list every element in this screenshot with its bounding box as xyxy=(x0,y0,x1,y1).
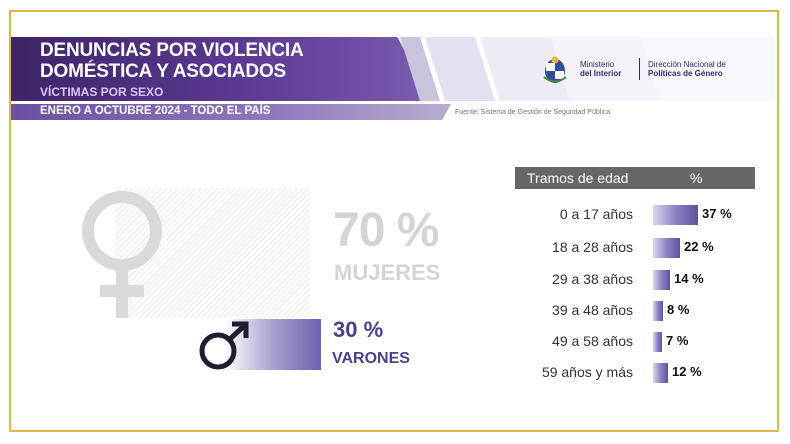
age-bar-value: 7 % xyxy=(666,333,689,348)
age-row-label: 59 años y más xyxy=(541,364,633,380)
direccion-line-2: Políticas de Género xyxy=(648,69,723,78)
age-row: 39 a 48 años 8 % xyxy=(515,299,755,323)
men-label: VARONES xyxy=(332,350,410,367)
age-column-header: Tramos de edad xyxy=(527,170,629,186)
page-title: DENUNCIAS POR VIOLENCIA DOMÉSTICA Y ASOC… xyxy=(40,40,304,82)
ministerio-logo-text: Ministerio del Interior xyxy=(580,60,621,78)
age-bar xyxy=(653,363,668,383)
age-row-label: 49 a 58 años xyxy=(552,333,633,349)
outer-frame xyxy=(9,10,779,432)
coat-of-arms-icon xyxy=(543,56,567,83)
period-label: ENERO A OCTUBRE 2024 - TODO EL PAÍS xyxy=(40,105,271,117)
title-line-1: DENUNCIAS POR VIOLENCIA xyxy=(40,40,304,61)
age-bar-value: 12 % xyxy=(672,364,702,379)
age-row-label: 29 a 38 años xyxy=(552,271,633,287)
age-bar-value: 14 % xyxy=(674,271,704,286)
ministerio-line-2: del Interior xyxy=(580,69,622,78)
age-bar-value: 37 % xyxy=(702,206,732,221)
age-row: 29 a 38 años 14 % xyxy=(515,268,755,292)
period-stripe xyxy=(11,104,451,120)
age-row: 0 a 17 años 37 % xyxy=(515,203,755,227)
age-bar xyxy=(653,270,670,290)
direccion-logo-text: Dirección Nacional de Políticas de Géner… xyxy=(648,60,726,78)
age-row-label: 0 a 17 años xyxy=(559,206,633,222)
direccion-line-1: Dirección Nacional de xyxy=(648,60,726,69)
age-row-label: 18 a 28 años xyxy=(552,239,633,255)
age-row-label: 39 a 48 años xyxy=(552,302,633,318)
age-row: 18 a 28 años 22 % xyxy=(515,236,755,260)
age-bar xyxy=(653,301,663,321)
age-bar xyxy=(653,332,662,352)
age-row: 59 años y más 12 % xyxy=(515,361,755,385)
age-row: 49 a 58 años 7 % xyxy=(515,330,755,354)
page-subtitle: VÍCTIMAS POR SEXO xyxy=(40,85,164,99)
age-bar-value: 22 % xyxy=(684,239,714,254)
women-label: MUJERES xyxy=(334,260,441,285)
percent-column-header: % xyxy=(690,170,703,186)
title-line-2: DOMÉSTICA Y ASOCIADOS xyxy=(40,61,287,82)
age-bar-value: 8 % xyxy=(667,302,690,317)
female-symbol-icon xyxy=(82,191,162,318)
women-percentage: 70 % xyxy=(333,204,439,257)
men-percentage: 30 % xyxy=(333,317,384,342)
ministerio-line-1: Ministerio xyxy=(580,60,615,69)
logo-separator xyxy=(639,58,640,80)
header-decoration xyxy=(400,37,775,101)
age-table-header: Tramos de edad % xyxy=(515,167,755,189)
male-symbol-icon xyxy=(199,321,249,370)
source-note: Fuente: Sistema de Gestión de Seguridad … xyxy=(455,109,611,116)
header-banner xyxy=(11,37,431,101)
age-bar xyxy=(653,238,680,258)
age-bar xyxy=(653,205,698,225)
